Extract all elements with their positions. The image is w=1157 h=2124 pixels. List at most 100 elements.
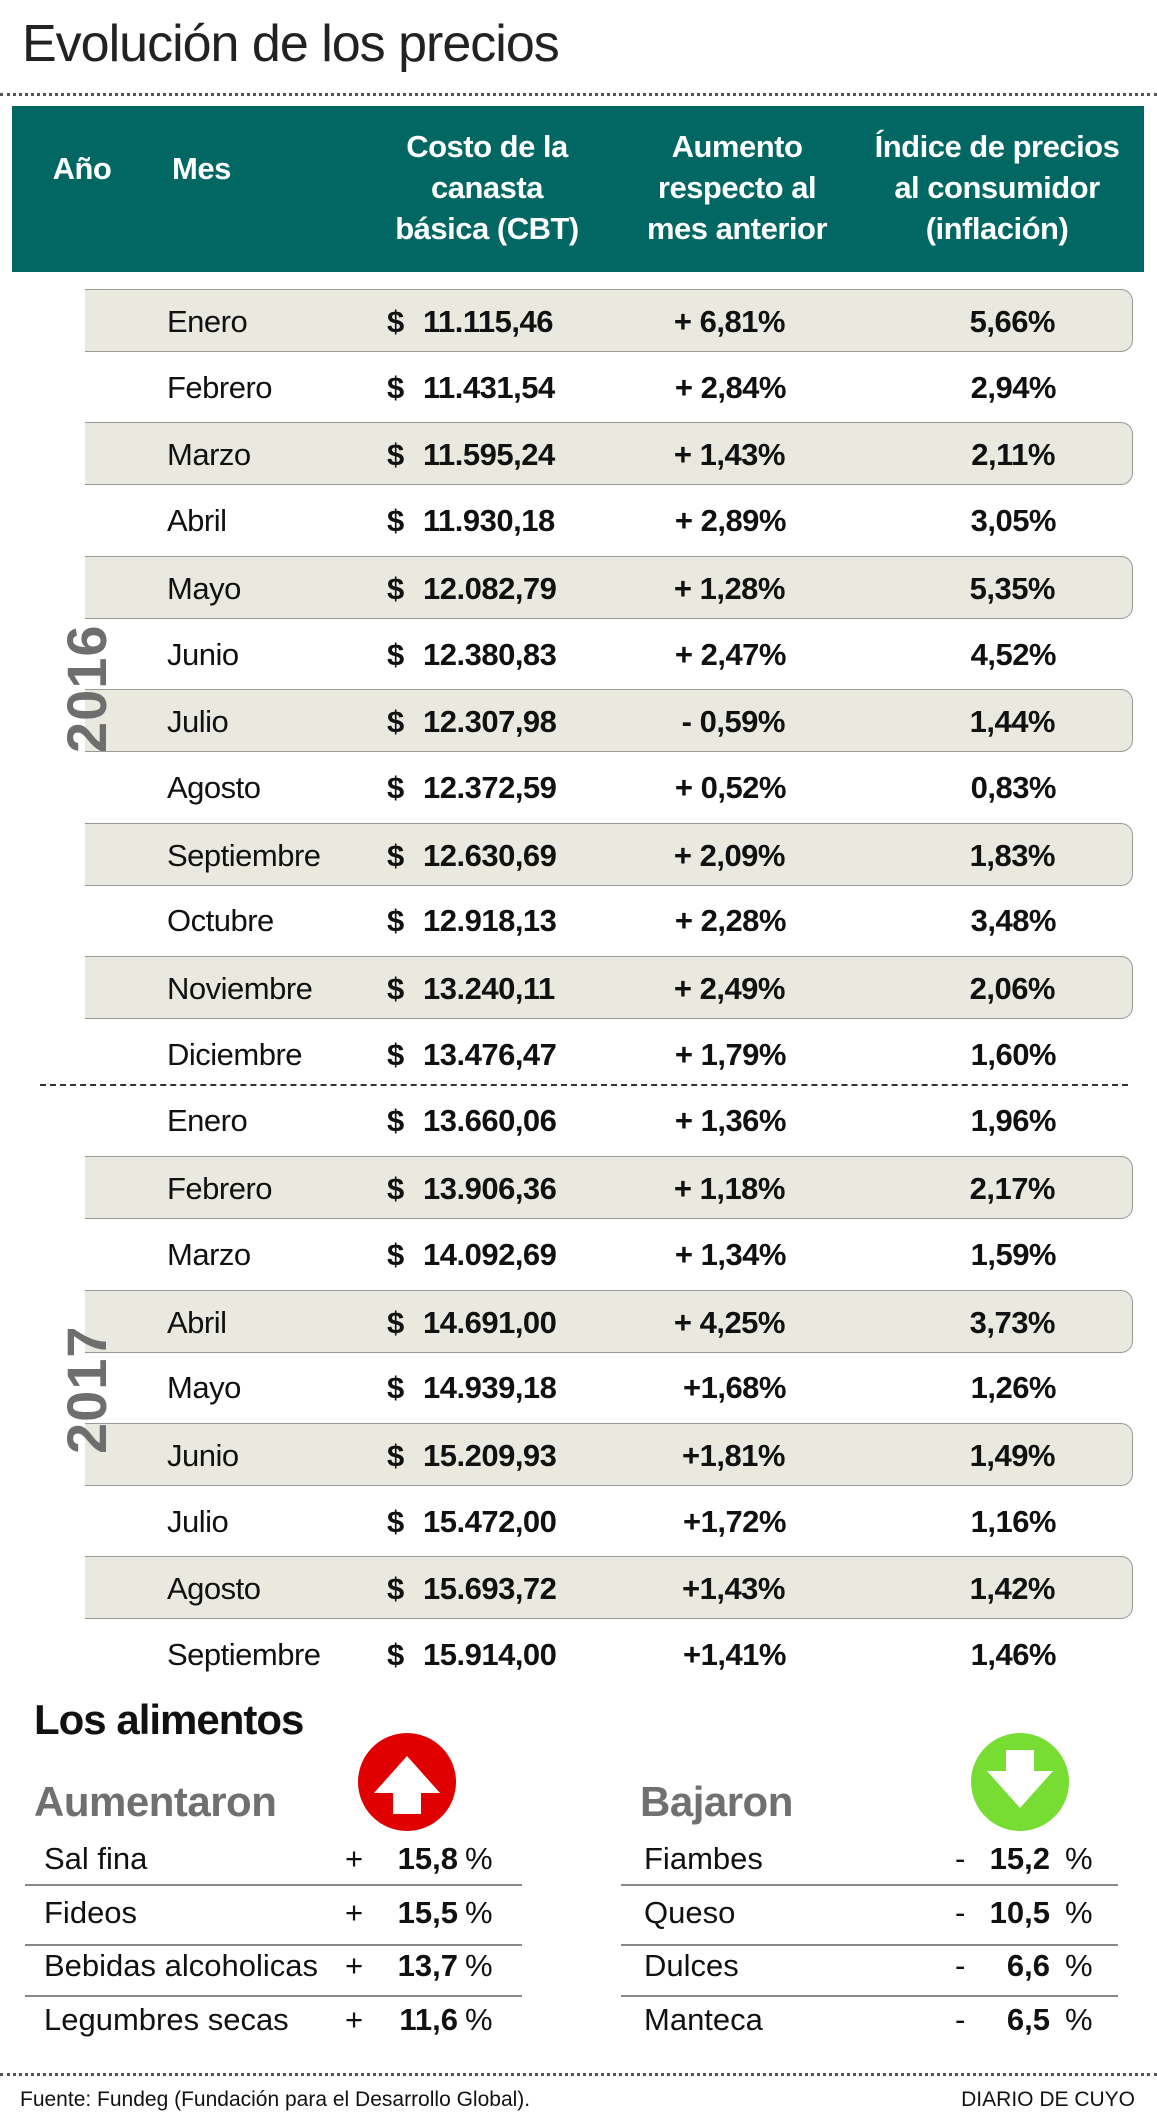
ipc-cell: 2,11% [971, 437, 1055, 473]
ipc-cell: 1,26% [970, 1370, 1057, 1406]
month-cell: Diciembre [167, 1036, 303, 1072]
month-cell: Marzo [167, 1236, 251, 1272]
aumento-cell: +1,41% [682, 1637, 787, 1672]
table-row: Junio $15.209,93 +1,81% 1,49% [85, 1422, 1133, 1486]
currency-symbol: $ [387, 503, 404, 539]
currency-symbol: $ [387, 971, 404, 1006]
currency-symbol: $ [387, 1171, 404, 1207]
table-row: Mayo $14.939,18 +1,68% 1,26% [85, 1356, 1133, 1419]
cbt-cell: 11.115,46 [423, 304, 554, 339]
ipc-cell: 1,46% [970, 1637, 1057, 1672]
ipc-cell: 1,96% [970, 1103, 1057, 1139]
food-sign: - [955, 2002, 966, 2037]
aumento-cell: + 2,49% [673, 971, 786, 1006]
currency-symbol: $ [387, 837, 404, 873]
month-cell: Noviembre [167, 971, 313, 1006]
currency-symbol: $ [387, 903, 404, 939]
aumento-cell: + 1,34% [674, 1236, 787, 1272]
alimentos-title: Los alimentos [34, 1696, 304, 1743]
month-cell: Junio [167, 1437, 239, 1473]
ipc-cell: 1,59% [970, 1236, 1057, 1272]
aumento-cell: + 2,09% [673, 837, 786, 873]
cbt-cell: 15.914,00 [423, 1637, 557, 1672]
food-name: Dulces [644, 1948, 739, 1983]
ipc-cell: 1,16% [970, 1503, 1057, 1539]
currency-symbol: $ [387, 636, 404, 672]
arrow-up-icon [358, 1733, 456, 1831]
ipc-cell: 1,60% [970, 1036, 1057, 1072]
table-row: Agosto $12.372,59 + 0,52% 0,83% [85, 756, 1133, 819]
food-value: 13,7 [397, 1948, 458, 1983]
food-value: 6,6 [1006, 1948, 1050, 1983]
month-cell: Febrero [167, 1171, 273, 1207]
table-row: Julio $12.307,98 - 0,59% 1,44% [85, 689, 1133, 753]
page-title: Evolución de los precios [22, 15, 560, 73]
table-row: Septiembre $12.630,69 + 2,09% 1,83% [85, 822, 1133, 886]
ipc-cell: 2,17% [969, 1171, 1056, 1207]
cbt-cell: 15.693,72 [423, 1571, 557, 1607]
cbt-cell: 14.691,00 [423, 1304, 557, 1340]
aumento-cell: - 0,59% [681, 704, 786, 740]
table-row: Julio $15.472,00 +1,72% 1,16% [85, 1490, 1133, 1553]
currency-symbol: $ [387, 304, 404, 339]
table-row: Febrero $13.906,36 + 1,18% 2,17% [85, 1156, 1133, 1220]
food-value: 6,5 [1006, 2002, 1050, 2037]
food-divider [25, 1944, 522, 1946]
ipc-cell: 3,48% [970, 903, 1057, 939]
aumento-cell: + 1,36% [674, 1103, 787, 1139]
ipc-cell: 2,06% [969, 971, 1056, 1006]
title-divider [0, 93, 1157, 96]
aumento-cell: + 4,25% [673, 1304, 786, 1340]
aumento-cell: + 2,84% [674, 369, 787, 405]
currency-symbol: $ [387, 1304, 404, 1340]
month-cell: Abril [167, 503, 227, 539]
cbt-cell: 14.092,69 [423, 1236, 557, 1272]
cbt-cell: 15.472,00 [423, 1503, 557, 1539]
cbt-cell: 13.476,47 [423, 1036, 557, 1072]
food-divider [621, 1884, 1118, 1886]
month-cell: Mayo [167, 1370, 241, 1406]
cbt-cell: 12.307,98 [423, 704, 557, 740]
cbt-cell: 11.431,54 [423, 369, 555, 405]
food-unit: % [1065, 1841, 1093, 1876]
food-name: Queso [644, 1895, 736, 1930]
header-anio: Año [52, 151, 112, 186]
food-unit: % [465, 1895, 493, 1930]
month-cell: Febrero [167, 369, 273, 405]
currency-symbol: $ [387, 704, 404, 740]
year-label-2017: 2017 [55, 1325, 118, 1454]
aumento-cell: + 2,47% [674, 636, 787, 672]
table-row: Marzo $14.092,69 + 1,34% 1,59% [85, 1223, 1133, 1286]
table-row: Agosto $15.693,72 +1,43% 1,42% [85, 1556, 1133, 1620]
cbt-cell: 12.918,13 [423, 903, 557, 939]
table-row: Junio $12.380,83 + 2,47% 4,52% [85, 623, 1133, 686]
table-row: Abril $14.691,00 + 4,25% 3,73% [85, 1289, 1133, 1353]
cbt-cell: 12.082,79 [423, 570, 557, 606]
table-row: Enero $11.115,46 + 6,81% 5,66% [85, 289, 1133, 352]
cbt-cell: 11.930,18 [423, 503, 555, 539]
currency-symbol: $ [387, 1036, 404, 1072]
food-sign: - [955, 1841, 966, 1876]
cbt-cell: 13.906,36 [423, 1171, 557, 1207]
currency-symbol: $ [387, 437, 404, 473]
food-name: Fiambes [644, 1841, 763, 1876]
year-separator [40, 1084, 1128, 1087]
month-cell: Septiembre [167, 837, 321, 873]
ipc-cell: 5,35% [969, 570, 1056, 606]
ipc-cell: 4,52% [970, 636, 1057, 672]
currency-symbol: $ [387, 1103, 404, 1139]
month-cell: Agosto [167, 1571, 261, 1607]
ipc-cell: 1,49% [969, 1437, 1056, 1473]
ipc-cell: 0,83% [970, 769, 1057, 805]
header-mes: Mes [172, 151, 231, 186]
bajaron-heading: Bajaron [640, 1778, 793, 1825]
food-unit: % [1065, 2002, 1093, 2037]
currency-symbol: $ [387, 369, 404, 405]
food-name: Sal fina [44, 1841, 148, 1876]
aumento-cell: + 6,81% [673, 304, 786, 339]
aumento-cell: + 1,18% [673, 1171, 786, 1207]
cbt-cell: 12.372,59 [423, 769, 557, 805]
cbt-cell: 12.380,83 [423, 636, 557, 672]
cbt-cell: 12.630,69 [423, 837, 557, 873]
cbt-cell: 15.209,93 [423, 1437, 557, 1473]
